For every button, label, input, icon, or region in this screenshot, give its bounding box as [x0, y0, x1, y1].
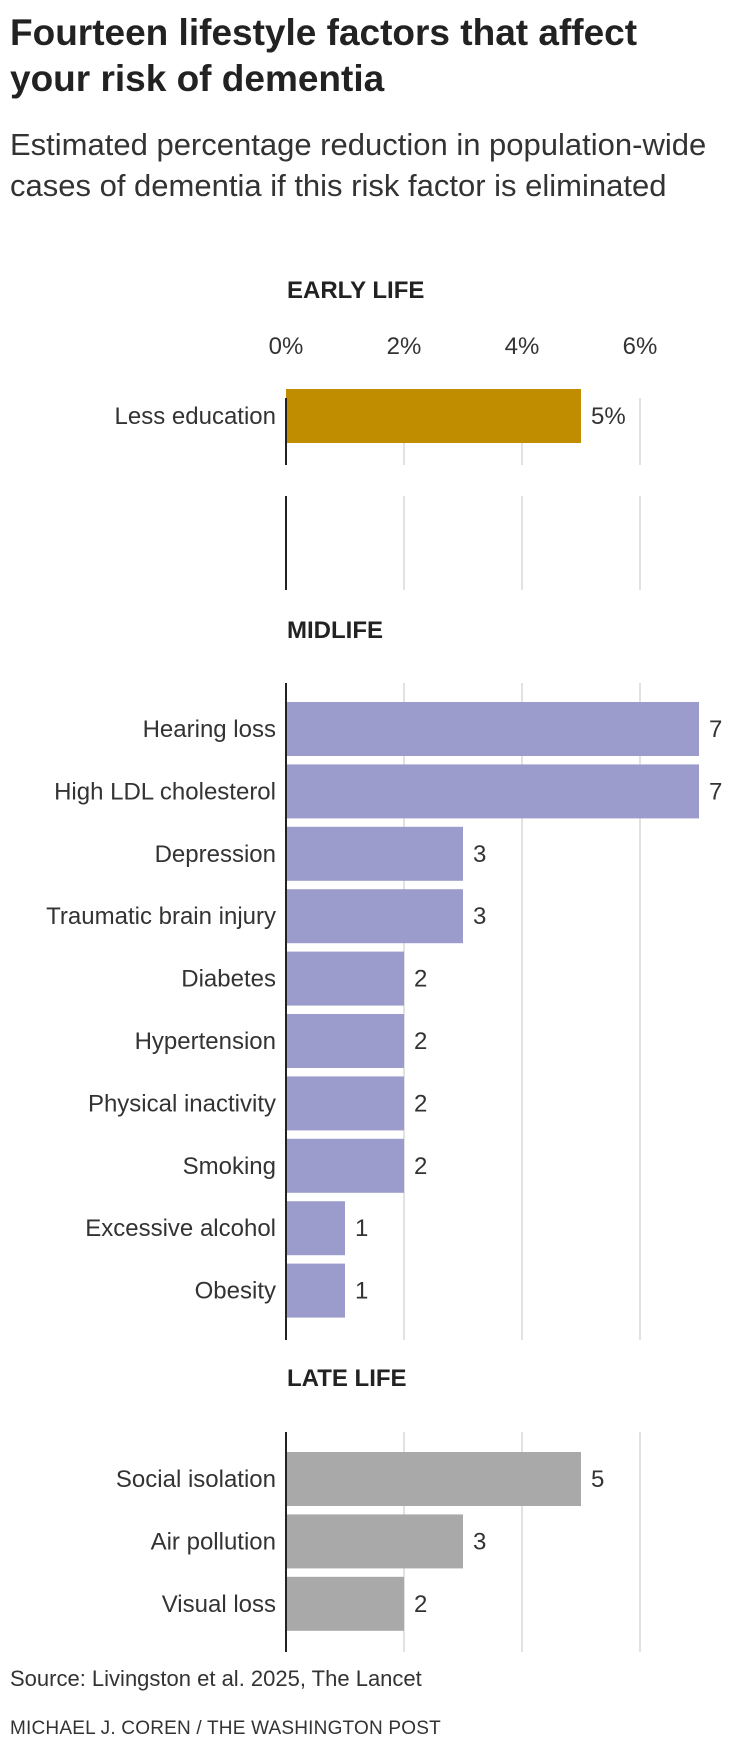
bar [286, 1138, 404, 1193]
value-label: 5% [591, 403, 626, 430]
x-tick-label: 4% [505, 333, 540, 360]
bar [286, 1076, 404, 1131]
value-label: 3 [473, 903, 486, 930]
dementia-risk-bar-chart: EARLY LIFE 0% 2% 4% 6% Less education 5% MIDLIF… [46, 277, 722, 1652]
x-tick-label: 2% [387, 333, 422, 360]
credit-line: MICHAEL J. COREN / THE WASHINGTON POST [10, 1718, 441, 1739]
category-label: Excessive alcohol [85, 1215, 276, 1242]
value-label: 7 [709, 778, 722, 805]
value-label: 3 [473, 841, 486, 868]
category-label: Visual loss [162, 1591, 276, 1618]
section-header-1: EARLY LIFE [287, 277, 424, 304]
value-label: 2 [414, 1028, 427, 1055]
category-label: Depression [155, 841, 276, 868]
chart-title: Fourteen lifestyle factors that affect y… [10, 12, 638, 99]
section-header-2: MIDLIFE [287, 617, 383, 644]
category-label: Traumatic brain injury [46, 903, 276, 930]
value-label: 1 [355, 1215, 368, 1242]
category-label: Physical inactivity [88, 1090, 276, 1117]
value-label: 2 [414, 1090, 427, 1117]
category-label: Social isolation [116, 1466, 276, 1493]
bar [286, 889, 463, 944]
bar [286, 951, 404, 1006]
bar [286, 826, 463, 881]
bar [286, 1014, 404, 1068]
value-label: 7 [709, 716, 722, 743]
source-note: Source: Livingston et al. 2025, The Lanc… [10, 1666, 422, 1691]
x-tick-label: 6% [623, 333, 658, 360]
bar [286, 702, 699, 756]
bar [286, 1576, 404, 1631]
category-label: Diabetes [181, 966, 276, 993]
section-header-3: LATE LIFE [287, 1365, 407, 1392]
bar [286, 1514, 463, 1569]
bar [286, 1263, 345, 1318]
value-label: 5 [591, 1466, 604, 1493]
category-label: Hearing loss [143, 716, 276, 743]
category-label: Air pollution [151, 1528, 276, 1555]
category-label: Hypertension [135, 1028, 276, 1055]
x-tick-label: 0% [269, 333, 304, 360]
category-label: High LDL cholesterol [54, 778, 276, 805]
bar [286, 764, 699, 819]
chart-subtitle: Estimated percentage reduction in popula… [10, 127, 707, 203]
value-label: 3 [473, 1528, 486, 1555]
category-label: Less education [115, 403, 276, 430]
bar [286, 389, 581, 443]
value-label: 2 [414, 1591, 427, 1618]
value-label: 2 [414, 1153, 427, 1180]
value-label: 2 [414, 966, 427, 993]
bar [286, 1201, 345, 1256]
category-label: Obesity [195, 1278, 276, 1305]
bar [286, 1452, 581, 1506]
category-label: Smoking [183, 1153, 276, 1180]
value-label: 1 [355, 1278, 368, 1305]
